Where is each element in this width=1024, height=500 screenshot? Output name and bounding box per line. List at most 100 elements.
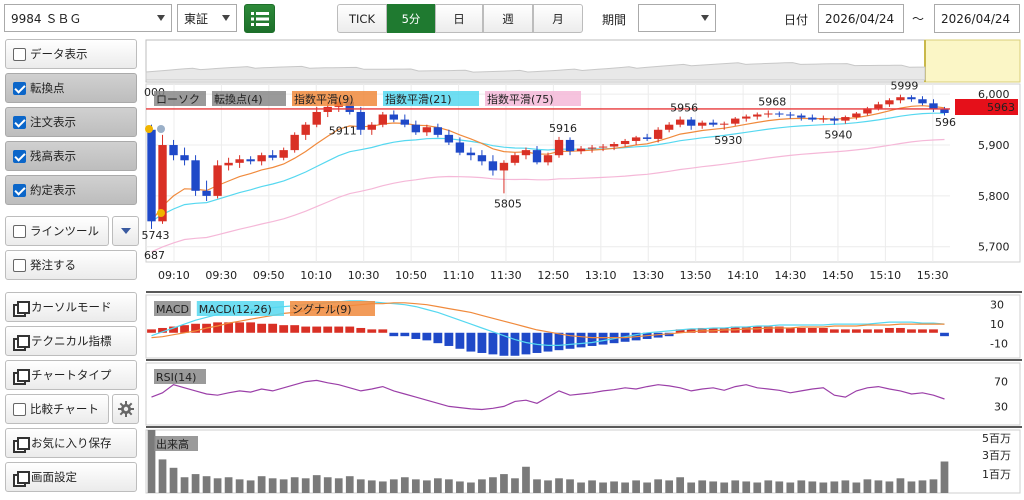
volume-tick-label: 1百万 (982, 468, 1011, 481)
volume-bar (775, 481, 784, 493)
macd-histogram-bar (565, 332, 575, 349)
sidebar-item-11[interactable]: お気に入り保存 (5, 428, 137, 458)
sidebar-item-6[interactable]: 発注する (5, 250, 137, 280)
sidebar-item-8[interactable]: テクニカル指標 (5, 326, 137, 356)
volume-bar (720, 482, 729, 493)
time-tick-label: 12:50 (537, 269, 569, 282)
sidebar-item-4[interactable]: 約定表示 (5, 175, 137, 205)
tab-timeframe-0[interactable]: TICK (337, 4, 387, 33)
date-from-input[interactable]: 2026/04/24 (818, 4, 904, 33)
macd-histogram-bar (840, 329, 850, 333)
volume-bar (907, 481, 916, 493)
volume-bar (169, 467, 178, 493)
macd-histogram-bar (433, 332, 443, 344)
compare-settings-button[interactable] (112, 394, 139, 424)
checkbox (13, 258, 26, 272)
sidebar-item-2[interactable]: 注文表示 (5, 107, 137, 137)
window-icon (13, 436, 30, 453)
line-tool-dropdown-button[interactable] (112, 216, 139, 246)
legend-chip (290, 301, 375, 316)
sidebar-item-9[interactable]: チャートタイプ (5, 360, 137, 390)
volume-bar (345, 476, 354, 493)
macd-histogram-bar (796, 327, 806, 333)
tab-timeframe-1[interactable]: 5分 (387, 4, 435, 33)
time-tick-label: 10:30 (348, 269, 380, 282)
volume-bar (489, 477, 497, 493)
volume-bar (511, 478, 519, 493)
gear-icon (117, 401, 134, 417)
sidebar-item-5[interactable]: ラインツール (5, 216, 139, 246)
macd-histogram-bar (785, 327, 795, 333)
macd-histogram-bar (356, 327, 366, 333)
checkbox (13, 47, 26, 61)
sidebar-item-1[interactable]: 転換点 (5, 73, 137, 103)
rsi-line (151, 379, 945, 411)
candle (686, 119, 696, 126)
window-icon (13, 470, 30, 487)
candle (477, 155, 487, 162)
legend-chip (154, 369, 206, 384)
sidebar-item-label: 転換点 (30, 81, 65, 95)
volume-bar (500, 474, 508, 493)
tab-timeframe-3[interactable]: 週 (483, 4, 533, 33)
macd-histogram-bar (664, 332, 674, 337)
macd-histogram-bar (345, 326, 355, 333)
volume-bar (367, 480, 376, 493)
candle (367, 124, 376, 130)
sidebar-item-3[interactable]: 残高表示 (5, 141, 137, 171)
market-select[interactable]: 東証 (177, 4, 237, 32)
candle (764, 113, 773, 115)
sidebar-item-7[interactable]: カーソルモード (5, 292, 137, 322)
candle (576, 148, 586, 152)
macd-histogram-bar (752, 326, 762, 333)
volume-bar (224, 477, 233, 493)
volume-bar (235, 479, 244, 493)
checkbox (13, 224, 26, 238)
symbol-select[interactable]: 9984 ＳＢＧ (4, 4, 172, 32)
volume-bar (764, 480, 773, 493)
turning-point-label: 5916 (549, 122, 577, 135)
volume-bar (566, 479, 574, 493)
macd-histogram-bar (675, 329, 685, 333)
macd-histogram-bar (874, 329, 883, 333)
sidebar-item-10[interactable]: 比較チャート (5, 394, 139, 424)
tab-timeframe-4[interactable]: 月 (533, 4, 583, 33)
sidebar-item-0[interactable]: データ表示 (5, 39, 137, 69)
tab-timeframe-2[interactable]: 日 (435, 4, 483, 33)
volume-bar (698, 480, 707, 493)
candle (775, 113, 784, 115)
candle (731, 118, 740, 124)
macd-histogram-bar (741, 326, 751, 333)
list-button[interactable] (244, 4, 275, 33)
macd-histogram-bar (862, 329, 872, 333)
period-select[interactable] (638, 4, 716, 32)
volume-bar (301, 478, 310, 493)
candle (940, 109, 949, 113)
ma75-line (151, 138, 945, 253)
time-tick-label: 13:50 (680, 269, 712, 282)
list-icon (250, 11, 269, 26)
candle (246, 159, 255, 162)
macd-histogram-bar (147, 329, 156, 333)
candle (213, 165, 222, 196)
macd-histogram-bar (929, 329, 938, 333)
legend-label: 出来高 (156, 437, 189, 451)
candle (598, 146, 608, 148)
volume-bar (445, 479, 453, 493)
candle (301, 124, 310, 135)
sidebar-item-12[interactable]: 画面設定 (5, 462, 137, 492)
legend-chip (154, 436, 198, 451)
candle (819, 118, 828, 120)
date-to-input[interactable]: 2026/04/24 (934, 4, 1020, 33)
volume-bar (643, 482, 651, 493)
volume-bar (929, 479, 938, 493)
candle (587, 147, 597, 149)
legend-label: ローソク (156, 93, 200, 106)
macd-histogram-bar (422, 332, 432, 341)
volume-bar (918, 480, 927, 493)
macd-histogram-bar (763, 326, 773, 333)
sidebar-item-label: 比較チャート (30, 402, 99, 416)
sidebar-item-label: 発注する (30, 258, 76, 272)
candle (224, 162, 233, 166)
volume-bar (202, 476, 211, 493)
